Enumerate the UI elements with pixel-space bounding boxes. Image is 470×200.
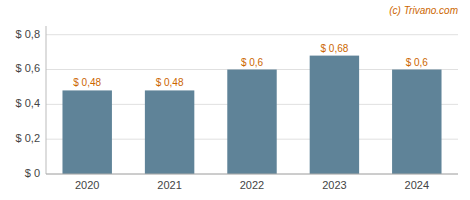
bars — [62, 56, 441, 174]
watermark: (c) Trivano.com — [389, 5, 458, 16]
data-label: $ 0,68 — [320, 43, 348, 54]
x-tick-label: 2021 — [157, 179, 181, 191]
data-label: $ 0,6 — [406, 57, 429, 68]
bar — [310, 56, 359, 174]
bar — [392, 70, 441, 174]
bar — [227, 70, 276, 174]
y-tick-label: $ 0,8 — [16, 28, 40, 40]
y-tick-label: $ 0,6 — [16, 62, 40, 74]
x-tick-label: 2024 — [405, 179, 429, 191]
grid-line — [46, 174, 458, 175]
bar — [62, 90, 111, 174]
grid — [46, 35, 458, 174]
data-label: $ 0,6 — [241, 57, 264, 68]
grid-line — [46, 34, 458, 35]
data-label: $ 0,48 — [73, 77, 101, 88]
y-tick-label: $ 0,2 — [16, 132, 40, 144]
y-tick-label: $ 0,4 — [16, 97, 40, 109]
x-tick-label: 2023 — [322, 179, 346, 191]
y-tick-label: $ 0 — [25, 167, 40, 179]
x-tick-label: 2020 — [75, 179, 99, 191]
y-axis-line — [46, 26, 47, 174]
x-axis-line — [46, 174, 458, 175]
data-label: $ 0,48 — [156, 77, 184, 88]
x-tick-label: 2022 — [240, 179, 264, 191]
bar — [145, 90, 194, 174]
chart: $ 0 $ 0,2 $ 0,4 $ 0,6 $ 0,8 $ 0,48 $ 0,48 $ 0,6… — [0, 0, 470, 200]
